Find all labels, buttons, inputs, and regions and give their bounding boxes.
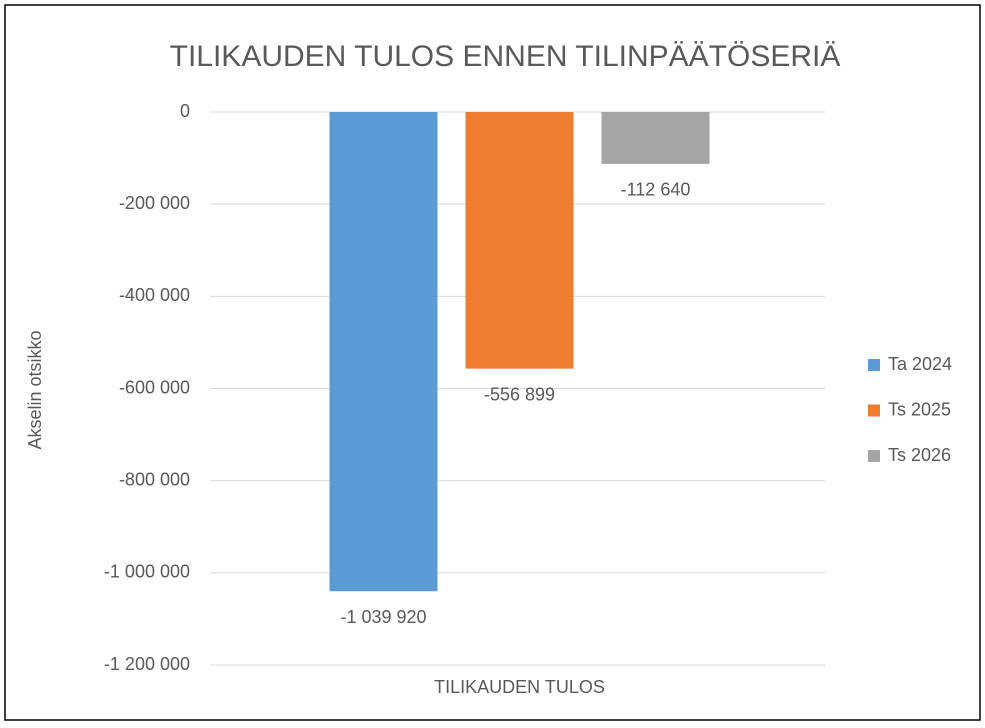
- data-label: -1 039 920: [340, 607, 426, 627]
- y-tick-label: -200 000: [119, 193, 190, 213]
- bar: [601, 112, 710, 164]
- data-label: -556 899: [484, 384, 555, 404]
- legend-swatch: [868, 404, 880, 417]
- y-tick-label: -800 000: [119, 469, 190, 489]
- x-tick-label: TILIKAUDEN TULOS: [434, 677, 605, 697]
- bar: [465, 112, 574, 369]
- legend-label: Ta 2024: [888, 354, 952, 374]
- data-label: -112 640: [621, 180, 691, 200]
- y-tick-label: -600 000: [119, 377, 190, 397]
- y-tick-label: -400 000: [119, 285, 190, 305]
- y-tick-label: 0: [180, 101, 190, 121]
- legend-swatch: [868, 359, 880, 371]
- bar: [329, 112, 438, 592]
- y-tick-label: -1 200 000: [104, 654, 190, 674]
- chart-title: TILIKAUDEN TULOS ENNEN TILINPÄÄTÖSERIÄ: [170, 40, 841, 73]
- y-axis-label: Akselin otsikko: [25, 330, 45, 449]
- legend-label: Ts 2025: [888, 399, 951, 419]
- legend-label: Ts 2026: [888, 445, 951, 465]
- y-tick-label: -1 000 000: [104, 562, 190, 582]
- legend-swatch: [868, 450, 880, 462]
